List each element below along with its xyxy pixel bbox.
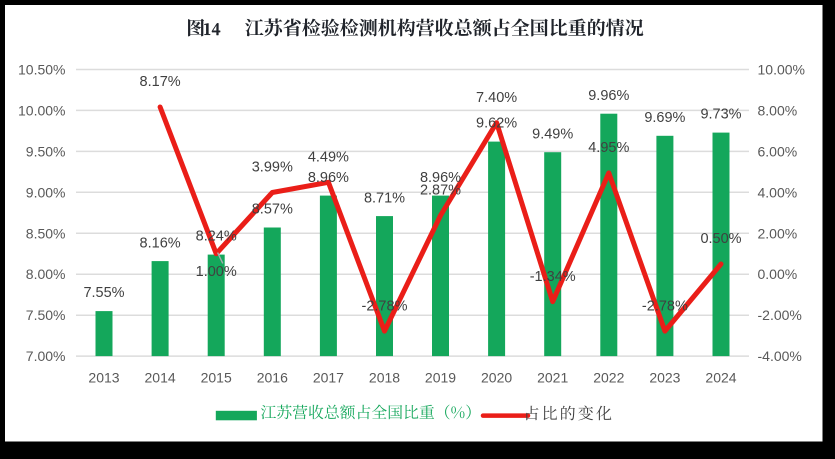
svg-text:-2.78%: -2.78%	[362, 298, 408, 314]
svg-text:-2.78%: -2.78%	[642, 298, 688, 314]
svg-text:4.00%: 4.00%	[758, 184, 798, 200]
svg-text:8.50%: 8.50%	[26, 225, 66, 241]
svg-text:2017: 2017	[313, 370, 344, 386]
svg-text:8.71%: 8.71%	[364, 190, 405, 206]
svg-text:7.00%: 7.00%	[26, 348, 66, 364]
svg-text:8.16%: 8.16%	[140, 235, 181, 251]
svg-text:9.69%: 9.69%	[644, 110, 685, 126]
svg-text:8.96%: 8.96%	[420, 170, 461, 186]
svg-text:2023: 2023	[649, 370, 680, 386]
svg-text:-2.00%: -2.00%	[758, 307, 802, 323]
svg-text:8.00%: 8.00%	[758, 102, 798, 118]
svg-text:2024: 2024	[705, 370, 736, 386]
svg-text:10.50%: 10.50%	[18, 62, 65, 78]
svg-text:4.95%: 4.95%	[588, 140, 629, 156]
svg-text:2013: 2013	[88, 370, 119, 386]
svg-text:7.50%: 7.50%	[26, 307, 66, 323]
svg-text:2019: 2019	[425, 370, 456, 386]
svg-text:9.00%: 9.00%	[26, 184, 66, 200]
svg-text:10.00%: 10.00%	[18, 102, 65, 118]
svg-text:2020: 2020	[481, 370, 512, 386]
svg-text:8.57%: 8.57%	[252, 202, 293, 218]
svg-text:-4.00%: -4.00%	[758, 348, 802, 364]
svg-text:6.00%: 6.00%	[758, 143, 798, 159]
svg-text:2021: 2021	[537, 370, 568, 386]
svg-text:2018: 2018	[369, 370, 400, 386]
svg-text:2016: 2016	[257, 370, 288, 386]
svg-text:2022: 2022	[593, 370, 624, 386]
svg-text:2015: 2015	[201, 370, 232, 386]
svg-text:8.96%: 8.96%	[308, 170, 349, 186]
svg-text:0.00%: 0.00%	[758, 266, 798, 282]
svg-text:9.96%: 9.96%	[588, 88, 629, 104]
svg-text:1.00%: 1.00%	[196, 264, 237, 280]
svg-text:2.87%: 2.87%	[420, 183, 461, 199]
svg-text:7.55%: 7.55%	[83, 285, 124, 301]
svg-text:9.62%: 9.62%	[476, 116, 517, 132]
svg-text:3.99%: 3.99%	[252, 160, 293, 176]
svg-text:10.00%: 10.00%	[758, 62, 805, 78]
svg-text:9.49%: 9.49%	[532, 126, 573, 142]
svg-text:7.40%: 7.40%	[476, 90, 517, 106]
svg-text:2.00%: 2.00%	[758, 225, 798, 241]
svg-text:0.50%: 0.50%	[700, 231, 741, 247]
svg-text:-1.34%: -1.34%	[530, 269, 576, 285]
svg-text:8.17%: 8.17%	[140, 74, 181, 90]
svg-text:4.49%: 4.49%	[308, 150, 349, 166]
svg-text:8.00%: 8.00%	[26, 266, 66, 282]
svg-text:9.50%: 9.50%	[26, 143, 66, 159]
svg-text:2014: 2014	[145, 370, 176, 386]
svg-text:9.73%: 9.73%	[700, 107, 741, 123]
svg-text:8.24%: 8.24%	[196, 229, 237, 245]
